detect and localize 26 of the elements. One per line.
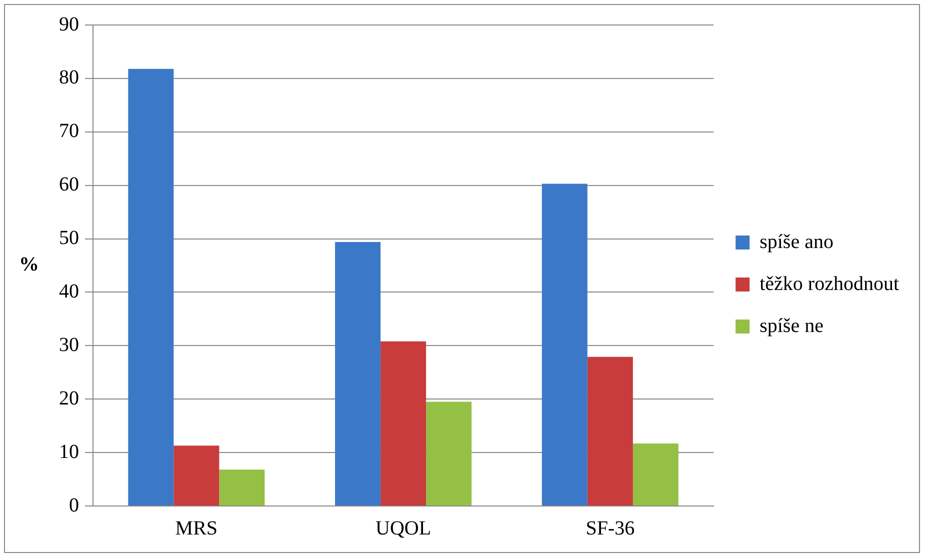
y-tick-label: 80 xyxy=(59,66,79,89)
y-tick-label: 0 xyxy=(69,494,79,516)
y-tick-label: 40 xyxy=(59,280,79,302)
bar xyxy=(380,341,426,506)
y-tick-label: 30 xyxy=(59,334,79,356)
bar xyxy=(542,184,588,506)
bar xyxy=(426,402,472,506)
x-tick-label: UQOL xyxy=(376,517,432,540)
y-tick-label: 60 xyxy=(59,174,79,196)
bar xyxy=(632,443,678,506)
bar xyxy=(174,446,220,506)
y-tick-label: 20 xyxy=(59,387,79,410)
y-tick-label: 90 xyxy=(59,13,79,36)
bar xyxy=(219,470,265,506)
bar xyxy=(587,356,633,506)
legend-label: spíše ano xyxy=(760,230,834,253)
y-axis-title: % xyxy=(19,254,39,276)
x-tick-label: SF-36 xyxy=(586,517,635,540)
x-tick-label: MRS xyxy=(175,517,218,540)
bar xyxy=(128,68,174,506)
bar xyxy=(335,242,381,506)
y-tick-label: 70 xyxy=(59,120,79,142)
legend-label: spíše ne xyxy=(760,314,824,337)
y-tick-label: 50 xyxy=(59,227,79,250)
legend-label: těžko rozhodnout xyxy=(760,272,900,295)
y-tick-label: 10 xyxy=(59,440,79,463)
